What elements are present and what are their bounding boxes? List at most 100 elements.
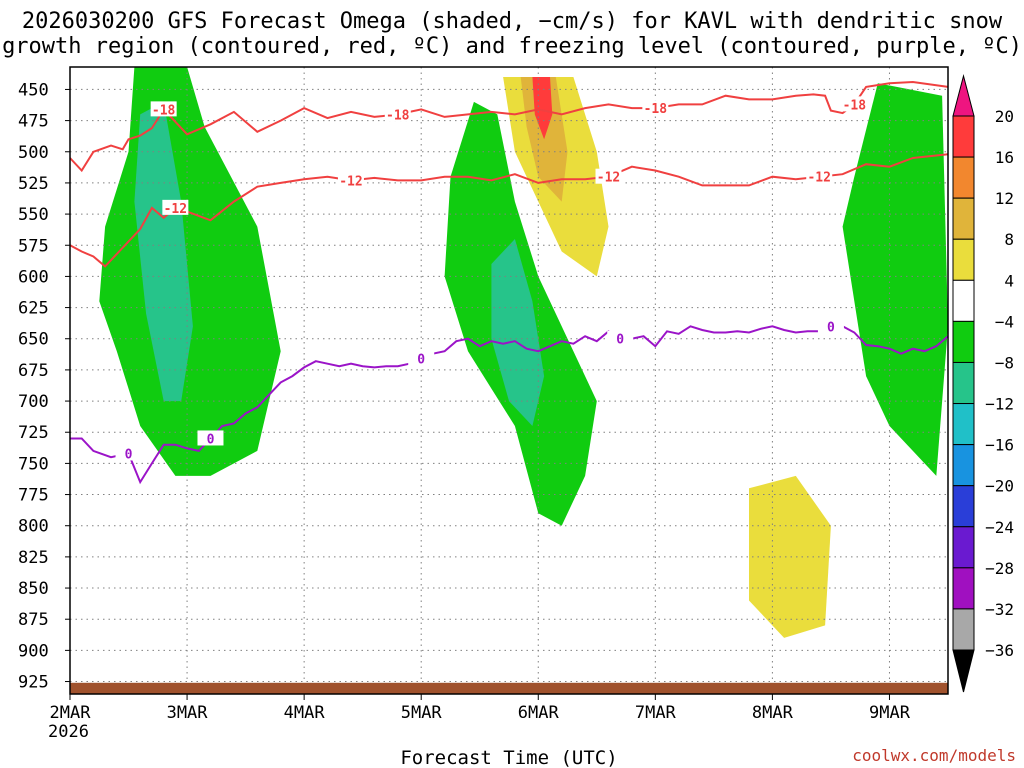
colorbar-bin — [952, 567, 975, 610]
colorbar-label: −24 — [985, 518, 1014, 537]
contour-line--12 — [69, 153, 949, 268]
x-axis-ticks: 2MAR 3MAR 4MAR 5MAR 6MAR 7MAR 8MAR 9MAR — [50, 694, 911, 723]
contour-label--18: -18 — [386, 108, 410, 123]
x-tick-label-6mar: 6MAR — [518, 703, 560, 723]
x-tick-label-9mar: 9MAR — [869, 703, 911, 723]
colorbar-bin — [952, 320, 975, 363]
contour-label--12: -12 — [339, 174, 362, 189]
colorbar-bottom-cap — [952, 649, 975, 693]
colorbar-label: −16 — [985, 436, 1014, 455]
contour-label-bg — [408, 350, 435, 366]
colorbar-label: −20 — [985, 477, 1014, 496]
colorbar-bin — [952, 526, 975, 569]
colorbar-bin — [952, 361, 975, 405]
plot-frame — [69, 66, 949, 695]
contour-label-bg — [817, 318, 844, 334]
y-tick-label-925: 925 — [18, 673, 49, 693]
contour-label-bg — [806, 168, 833, 184]
contour-label-bg — [607, 330, 634, 346]
y-tick-label-575: 575 — [18, 236, 49, 256]
colorbar-bin — [952, 156, 975, 199]
colorbar-label: 20 — [995, 107, 1014, 126]
contour-label--12: -12 — [597, 171, 620, 186]
y-tick-label-750: 750 — [18, 454, 49, 474]
colorbar-label: 4 — [1004, 271, 1014, 290]
contour-label--18: -18 — [152, 103, 176, 118]
chart-title-line-1: 2026030200 GFS Forecast Omega (shaded, −… — [22, 9, 1003, 34]
chart-title-line-2: growth region (contoured, red, ºC) and f… — [2, 34, 1022, 59]
colorbar-label: −4 — [995, 312, 1014, 331]
omega-region-mar6-sinking-core — [532, 77, 553, 140]
x-axis-label: Forecast Time (UTC) — [400, 747, 617, 768]
colorbar: 20 16 12 8 4 −4 −8 −12 −16 −20 −24 −28 −32 −36 — [952, 74, 1014, 693]
colorbar-label: −36 — [985, 641, 1014, 660]
x-tick-label-7mar: 7MAR — [635, 703, 677, 723]
colorbar-label: −28 — [985, 559, 1014, 578]
y-tick-label-700: 700 — [18, 392, 49, 412]
y-tick-label-675: 675 — [18, 361, 49, 381]
colorbar-top-cap — [952, 74, 975, 117]
colorbar-label: 16 — [995, 148, 1014, 167]
y-tick-label-725: 725 — [18, 423, 49, 443]
omega-region-mar3-core-teal — [134, 101, 193, 402]
colorbar-bin — [952, 444, 975, 487]
credit-text: coolwx.com/models — [852, 746, 1016, 765]
contour-label-bg — [197, 430, 224, 446]
contour-label--12: -12 — [807, 171, 830, 186]
y-tick-label-600: 600 — [18, 267, 49, 287]
y-tick-label-475: 475 — [18, 112, 49, 132]
x-tick-label-2mar: 2MAR — [50, 703, 92, 723]
x-tick-label-8mar: 8MAR — [752, 703, 794, 723]
terrain-ground-strip — [70, 682, 948, 694]
contour-label-bg — [162, 199, 189, 215]
contour-label--18: -18 — [843, 98, 867, 113]
y-tick-label-875: 875 — [18, 610, 49, 630]
contour-label-bg — [595, 168, 622, 184]
y-tick-label-625: 625 — [18, 299, 49, 319]
contour-label-bg — [384, 106, 411, 122]
colorbar-bin — [952, 238, 975, 281]
contour-label-0: 0 — [125, 447, 133, 462]
y-tick-label-550: 550 — [18, 205, 49, 225]
contour-line-0 — [70, 325, 949, 485]
y-tick-label-650: 650 — [18, 330, 49, 350]
colorbar-label: −32 — [985, 600, 1014, 619]
contour-label-bg — [150, 101, 177, 117]
y-tick-label-450: 450 — [18, 80, 49, 100]
x-tick-label-3mar: 3MAR — [167, 703, 209, 723]
contour-label-0: 0 — [417, 353, 425, 368]
y-tick-label-775: 775 — [18, 486, 49, 506]
y-tick-label-825: 825 — [18, 548, 49, 568]
omega-region-east-band-green — [842, 83, 948, 476]
colorbar-label: −8 — [995, 353, 1014, 372]
colorbar-bin — [952, 403, 975, 446]
contour-label-bg — [642, 100, 669, 116]
contour-label--12: -12 — [164, 202, 187, 217]
y-tick-label-525: 525 — [18, 174, 49, 194]
colorbar-bin — [952, 197, 975, 240]
y-tick-label-800: 800 — [18, 517, 49, 537]
omega-region-mar6-core-teal — [491, 239, 545, 426]
contour-label-0: 0 — [827, 320, 835, 335]
colorbar-bin — [952, 279, 975, 322]
y-tick-label-850: 850 — [18, 579, 49, 599]
contour-label-bg — [115, 445, 142, 461]
y-tick-label-900: 900 — [18, 641, 49, 661]
contour-line--18 — [69, 80, 949, 173]
y-tick-label-500: 500 — [18, 143, 49, 163]
contour-label-bg — [337, 172, 364, 188]
contour-label-0: 0 — [207, 432, 215, 447]
colorbar-label: 8 — [1004, 230, 1014, 249]
x-tick-label-5mar: 5MAR — [401, 703, 443, 723]
contour-lines: -18 -18 -18 -18 -12 -12 -12 -12 0 0 0 0 0 — [69, 80, 949, 485]
contour-label-bg — [841, 96, 868, 112]
omega-region-mar8-lower-sinking — [749, 475, 831, 638]
contour-label--18: -18 — [644, 102, 668, 117]
year-label: 2026 — [48, 722, 89, 742]
colorbar-bin — [952, 115, 975, 158]
x-tick-label-4mar: 4MAR — [284, 703, 326, 723]
contour-label-0: 0 — [616, 333, 624, 348]
omega-shading — [99, 67, 948, 638]
y-axis-ticks: 450 475 500 525 550 575 600 625 650 675 700 725 750 7… — [18, 80, 70, 693]
